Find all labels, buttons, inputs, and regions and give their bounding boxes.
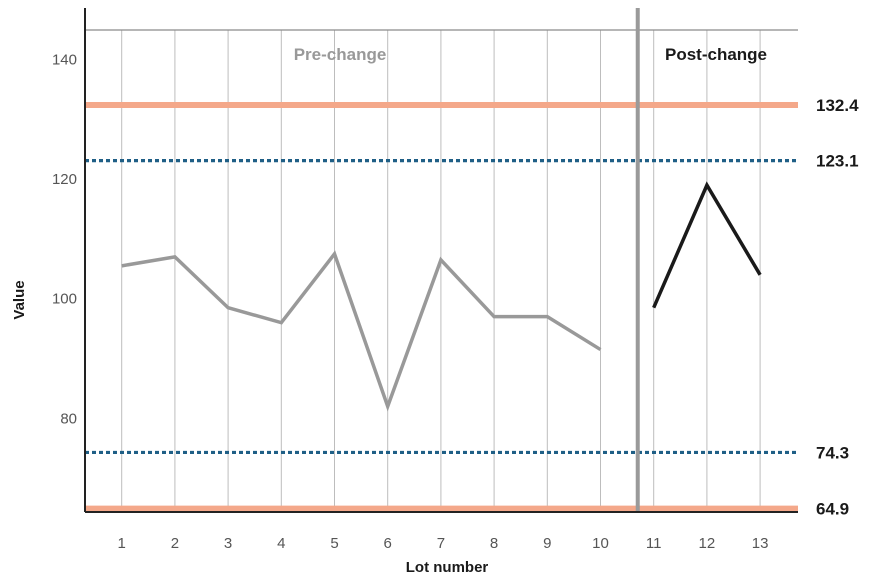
x-tick-label: 10 xyxy=(592,535,609,552)
y-tick-label: 80 xyxy=(60,410,77,427)
x-tick-label: 5 xyxy=(330,535,338,552)
x-tick-label: 7 xyxy=(437,535,445,552)
labels: Lot number Value Pre-change Post-change … xyxy=(11,45,859,576)
x-tick-label: 6 xyxy=(384,535,392,552)
x-axis-title: Lot number xyxy=(406,559,489,576)
phase-label-post-change: Post-change xyxy=(665,45,767,64)
series-line-1 xyxy=(121,250,602,412)
x-tick-label: 13 xyxy=(752,535,769,552)
reference-line-label: 74.3 xyxy=(816,443,849,462)
x-tick-label: 4 xyxy=(277,535,285,552)
x-tick-label: 3 xyxy=(224,535,232,552)
reference-lines xyxy=(85,101,798,512)
x-tick-label: 8 xyxy=(490,535,498,552)
x-tick-label: 1 xyxy=(118,535,126,552)
y-axis-title: Value xyxy=(11,280,28,319)
reference-line-label: 132.4 xyxy=(816,96,859,115)
x-tick-label: 9 xyxy=(543,535,551,552)
y-tick-label: 140 xyxy=(52,52,77,69)
y-tick-label: 100 xyxy=(52,291,77,308)
axes xyxy=(84,8,798,513)
x-tick-label: 11 xyxy=(646,535,662,552)
y-tick-label: 120 xyxy=(52,171,77,188)
phase-label-pre-change: Pre-change xyxy=(294,45,387,64)
x-tick-label: 12 xyxy=(699,535,716,552)
data-series xyxy=(121,181,762,412)
vertical-gridlines xyxy=(121,30,761,512)
reference-line-label: 64.9 xyxy=(816,500,849,519)
reference-line-label: 123.1 xyxy=(816,152,859,171)
x-tick-label: 2 xyxy=(171,535,179,552)
